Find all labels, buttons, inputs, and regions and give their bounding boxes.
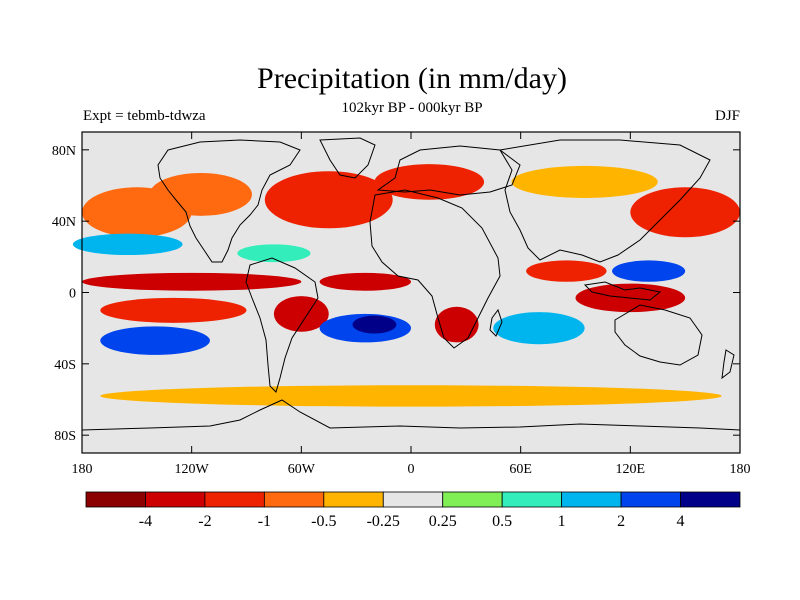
x-tick-label: 60E: [509, 462, 532, 477]
colorbar-swatch: [501, 491, 563, 508]
region-southern-ocean-drying: [100, 385, 722, 407]
x-tick-label: 120E: [616, 462, 646, 477]
y-axis-ticks: 80N 40N 0 40S 80S: [52, 144, 740, 444]
colorbar-label: 2: [617, 513, 625, 530]
coastline-greenland: [319, 137, 376, 179]
colorbar-label: -0.25: [367, 513, 400, 530]
x-tick-label: 180: [730, 462, 751, 477]
chart-subtitle: 102kyr BP - 000kyr BP: [341, 100, 482, 116]
colorbar-label: 4: [677, 513, 685, 530]
x-tick-label: 60W: [288, 462, 316, 477]
coastline-madagascar: [489, 308, 503, 337]
colorbar-swatch: [561, 491, 622, 508]
chart-title: Precipitation (in mm/day): [257, 62, 567, 95]
region-south-pacific-drying: [100, 297, 247, 323]
region-east-pacific-subtrop-wet: [72, 233, 183, 256]
coastline-europe: [376, 145, 521, 196]
coastline-antarctica: [81, 399, 741, 431]
region-siberia-drying: [511, 165, 658, 198]
x-tick-label: 0: [408, 462, 415, 477]
region-spcz-wet: [100, 326, 210, 355]
region-west-pacific-wet: [612, 260, 686, 282]
region-north-america-drying: [149, 173, 252, 216]
map-panel: 80N 40N 0 40S 80S 180 120W 60W 0 60E 120E 180: [52, 131, 751, 477]
region-indian-monsoon-drying: [526, 260, 607, 282]
colorbar-swatch: [204, 491, 265, 508]
coastlines: [81, 137, 741, 431]
colorbar: -4 -2 -1 -0.5 -0.25 0.25 0.5 1 2 4: [85, 491, 741, 530]
coastline-indonesia: [583, 281, 662, 301]
y-tick-label: 80N: [52, 144, 76, 159]
colorbar-label: 0.5: [492, 513, 512, 530]
region-itcz-pacific-drying: [82, 272, 302, 291]
coastline-africa: [369, 189, 501, 349]
colorbar-swatch: [145, 491, 206, 508]
season-label: DJF: [715, 108, 740, 124]
colorbar-swatch: [382, 491, 444, 508]
y-tick-label: 40S: [54, 358, 76, 373]
coastline-new-zealand: [721, 349, 735, 380]
region-southern-africa-drying: [434, 306, 479, 343]
x-tick-label: 180: [72, 462, 93, 477]
colorbar-swatch: [263, 491, 325, 508]
colorbar-swatch: [85, 491, 146, 508]
colorbar-swatch: [442, 491, 503, 508]
coastline-asia: [499, 139, 711, 263]
anomaly-regions: [72, 164, 741, 407]
colorbar-label: 1: [558, 513, 566, 530]
experiment-label: Expt = tebmb-tdwza: [83, 108, 206, 124]
colorbar-label: -2: [198, 513, 211, 530]
x-axis-ticks: 180 120W 60W 0 60E 120E 180: [72, 132, 751, 477]
coastline-north-america: [157, 139, 301, 263]
region-south-atlantic-core-wet: [352, 315, 397, 334]
y-tick-label: 0: [69, 287, 76, 302]
colorbar-swatch: [680, 491, 741, 508]
region-nw-pacific-drying: [630, 187, 741, 238]
coastline-south-america: [245, 257, 319, 393]
region-south-america-drying: [273, 296, 329, 332]
region-itcz-atlantic-drying: [319, 272, 411, 291]
region-indian-ocean-wet: [493, 312, 585, 345]
colorbar-label: -0.5: [311, 513, 336, 530]
colorbar-label: -4: [139, 513, 152, 530]
colorbar-label: 0.25: [429, 513, 457, 530]
coastline-australia: [614, 304, 703, 366]
region-north-atlantic-drying: [264, 171, 393, 229]
colorbar-label: -1: [258, 513, 271, 530]
y-tick-label: 80S: [54, 429, 76, 444]
region-gulf-mexico-wet: [237, 244, 311, 263]
colorbar-swatch: [323, 491, 384, 508]
y-tick-label: 40N: [52, 215, 76, 230]
colorbar-swatch: [620, 491, 681, 508]
x-tick-label: 120W: [175, 462, 210, 477]
